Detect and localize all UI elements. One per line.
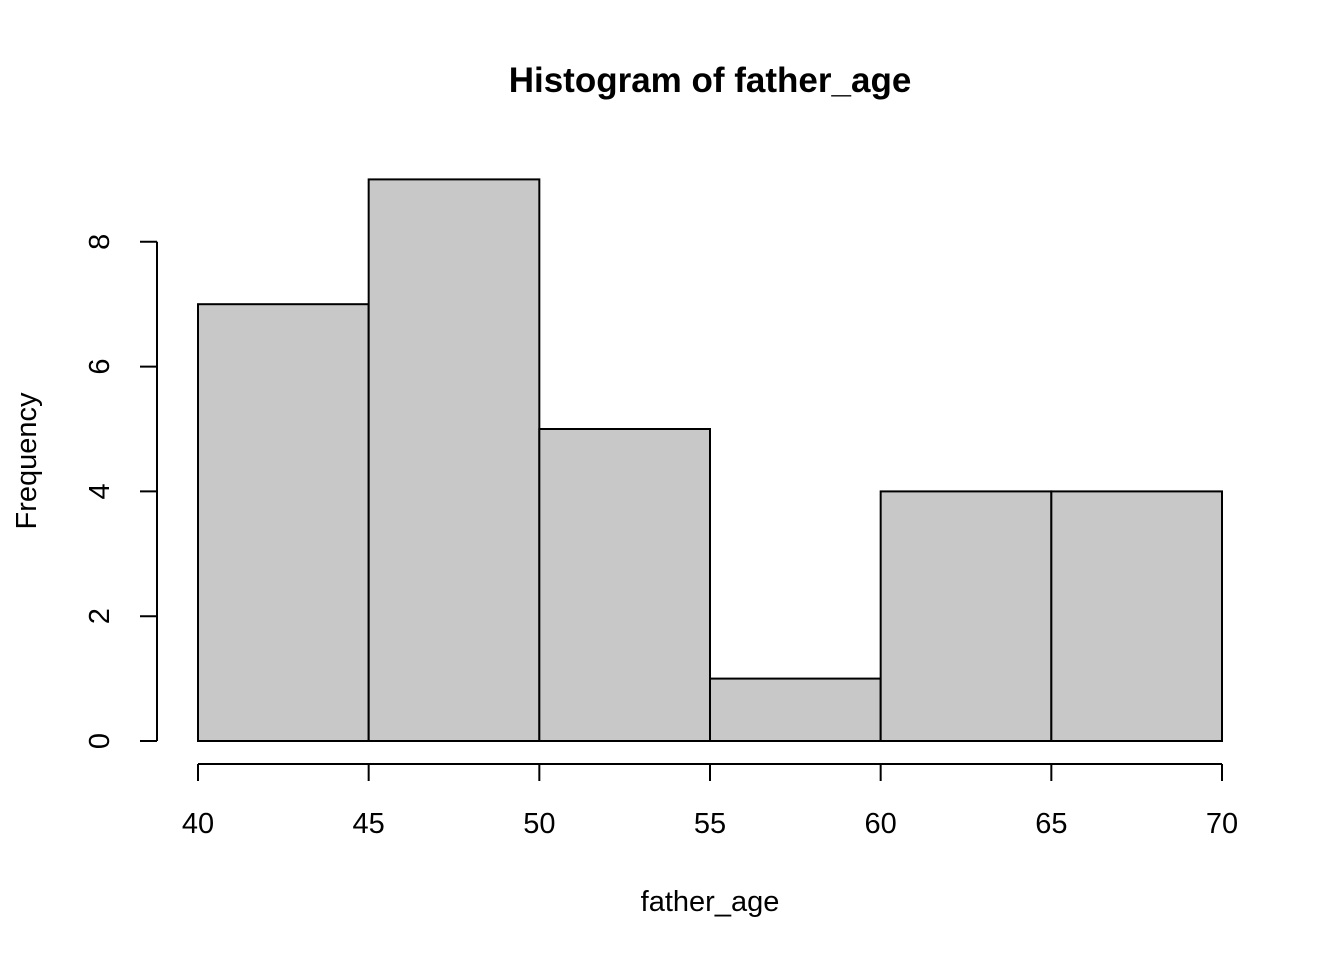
histogram-bar: [879, 490, 1053, 742]
y-axis-label: Frequency: [11, 392, 43, 530]
x-tick-label: 45: [353, 808, 385, 840]
x-tick-label: 65: [1035, 808, 1067, 840]
x-tick-label: 70: [1206, 808, 1238, 840]
histogram-bar: [1050, 490, 1224, 742]
y-tick-label: 6: [84, 359, 116, 375]
histogram-bar: [197, 303, 370, 742]
y-tick-label: 2: [84, 608, 116, 624]
y-axis: 0 2 4 6 8: [84, 234, 158, 749]
x-tick-label: 60: [865, 808, 897, 840]
x-axis: 40 45 50 55 60 65 70: [182, 763, 1238, 840]
x-axis-label: father_age: [641, 886, 780, 918]
x-tick-label: 50: [523, 808, 555, 840]
histogram-bar: [538, 428, 711, 742]
histogram-bar: [709, 677, 882, 742]
y-tick-label: 4: [84, 483, 116, 499]
histogram-bar: [367, 178, 541, 742]
y-tick-label: 8: [84, 234, 116, 250]
x-tick-label: 55: [694, 808, 726, 840]
y-tick-label: 0: [84, 733, 116, 749]
histogram-bars: [197, 178, 1224, 742]
chart-title: Histogram of father_age: [509, 61, 912, 100]
x-tick-label: 40: [182, 808, 214, 840]
